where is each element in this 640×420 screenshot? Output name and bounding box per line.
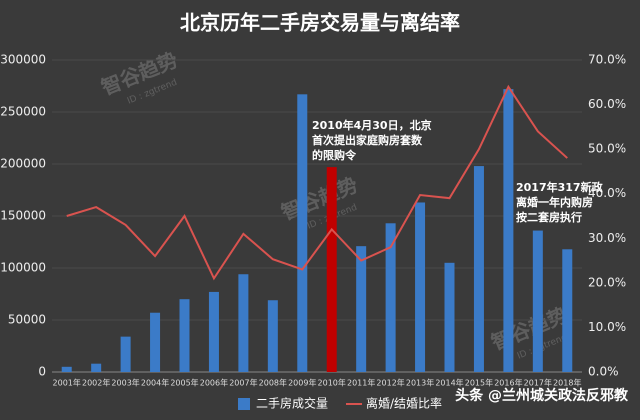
line [66,84,568,281]
bar [503,89,514,373]
annotation: 的限购令 [312,148,357,162]
chart-title: 北京历年二手房交易量与离结率 [180,11,460,35]
bar [326,167,337,372]
bar [473,166,484,372]
y-tick-label: 300000 [0,53,46,67]
y2-tick-label: 20.0% [588,275,626,289]
y-tick-label: 50000 [8,313,46,327]
bar [444,262,455,372]
bar [61,366,72,372]
x-tick-label: 2014年 [435,378,463,388]
x-tick-label: 2012年 [376,378,404,388]
x-tick-label: 2008年 [259,378,287,388]
y2-tick-label: 70.0% [588,53,626,67]
y2-tick-label: 40.0% [588,186,626,200]
annotation: 按二套房执行 [516,210,582,224]
x-tick-label: 2010年 [318,378,346,388]
bar [356,246,367,372]
x-tick-label: 2009年 [288,378,316,388]
y2-tick-label: 0.0% [588,365,619,379]
x-tick-label: 2001年 [53,378,81,388]
bar [415,202,426,372]
bar [267,300,278,372]
x-tick-label: 2002年 [82,378,110,388]
x-tick-label: 2006年 [200,378,228,388]
y-tick-label: 250000 [0,105,46,119]
bar [208,291,219,372]
annotation: 首次提出家庭购房套数 [312,133,423,147]
y2-tick-label: 60.0% [588,97,626,111]
y2-tick-label: 10.0% [588,320,626,334]
y2-tick-label: 30.0% [588,231,626,245]
x-tick-label: 2005年 [170,378,198,388]
legend-label: 二手房成交量 [256,396,328,411]
x-tick-label: 2004年 [141,378,169,388]
bar [297,94,308,372]
x-tick-label: 2011年 [347,378,375,388]
y-tick-label: 150000 [0,209,46,223]
y-tick-label: 0 [38,365,46,379]
y-tick-label: 100000 [0,261,46,275]
bar [238,274,249,372]
bar [91,363,102,372]
bar [562,249,573,372]
annotation: 2017年317新政 [516,180,604,194]
x-tick-label: 2017年 [524,378,552,388]
x-tick-label: 2003年 [111,378,139,388]
annotation: 离婚一年内购房 [516,195,593,209]
bar [150,312,161,372]
bar [385,223,396,372]
x-tick-label: 2016年 [494,378,522,388]
y-tick-label: 200000 [0,157,46,171]
bar [120,336,131,372]
legend-swatch [238,398,250,410]
annotation: 2010年4月30日，北京 [312,118,432,132]
footer: 头条 @兰州城关政法反邪教 [455,387,629,404]
legend-label: 离婚/结婚比率 [366,396,442,411]
x-tick-label: 2013年 [406,378,434,388]
x-tick-label: 2007年 [229,378,257,388]
y2-tick-label: 50.0% [588,142,626,156]
bar [179,299,190,372]
x-tick-label: 2015年 [465,378,493,388]
x-tick-label: 2018年 [553,378,581,388]
bar [532,230,543,372]
